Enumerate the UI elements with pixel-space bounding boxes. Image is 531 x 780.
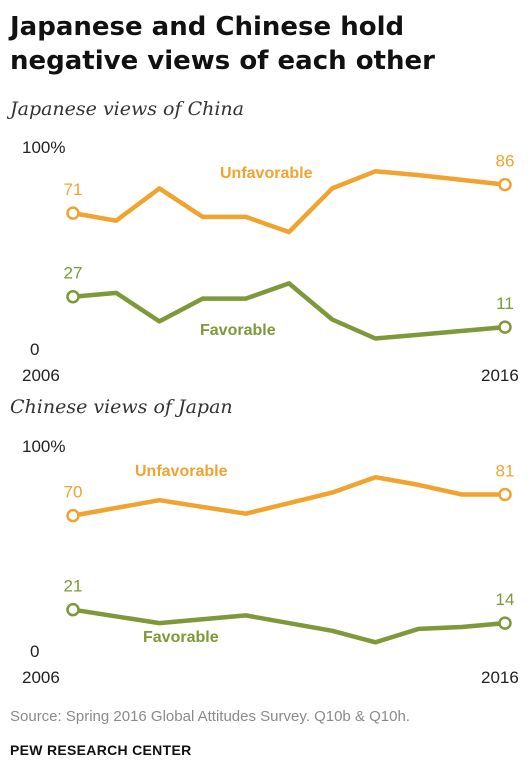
data-label-first-favorable: 27	[64, 264, 83, 283]
data-point-favorable-2016	[498, 320, 512, 334]
series-line-favorable	[70, 607, 508, 645]
data-point-favorable-2016	[498, 616, 512, 630]
chart-japanese-views-of-china: 100% 0 2006 2016 71 86 Unfavorable 27 11 Favorabl…	[22, 138, 519, 385]
series-label-favorable: Favorable	[200, 322, 276, 339]
series-label-unfavorable: Unfavorable	[220, 165, 313, 182]
y-tick-label-100: 100%	[22, 437, 65, 456]
data-label-first-unfavorable: 71	[64, 180, 83, 199]
data-label-last-favorable: 11	[496, 294, 514, 313]
data-label-last-unfavorable: 86	[496, 152, 515, 171]
x-tick-label-start: 2006	[22, 668, 60, 687]
data-point-unfavorable-2006	[66, 206, 80, 220]
data-point-favorable-2006	[66, 602, 80, 617]
data-label-last-unfavorable: 81	[496, 461, 515, 480]
x-tick-label-end: 2016	[481, 366, 519, 385]
series-line-unfavorable	[70, 474, 508, 518]
chart-1-subtitle: Japanese views of China	[10, 98, 244, 120]
data-label-last-favorable: 14	[496, 590, 515, 609]
chart-2-subtitle: Chinese views of Japan	[10, 396, 233, 418]
data-label-first-favorable: 21	[64, 577, 83, 596]
data-label-first-unfavorable: 70	[64, 483, 83, 502]
x-tick-label-end: 2016	[481, 668, 519, 687]
x-tick-label-start: 2006	[22, 366, 60, 385]
source-note: Source: Spring 2016 Global Attitudes Sur…	[10, 708, 410, 725]
data-point-unfavorable-2006	[66, 508, 80, 523]
y-tick-label-100: 100%	[22, 138, 65, 157]
y-tick-label-0: 0	[30, 642, 39, 661]
series-label-unfavorable: Unfavorable	[135, 463, 228, 480]
data-point-unfavorable-2016	[498, 177, 512, 192]
y-tick-label-0: 0	[30, 340, 39, 359]
footer-credit: PEW RESEARCH CENTER	[10, 742, 192, 758]
series-label-favorable: Favorable	[143, 629, 219, 646]
chart-chinese-views-of-japan: 100% 0 2006 2016 70 81 Unfavorable 21 14 Favorabl…	[22, 437, 519, 687]
data-point-unfavorable-2016	[498, 487, 512, 502]
series-line-unfavorable	[70, 169, 508, 235]
chart-title: Japanese and Chinese hold negative views…	[10, 12, 435, 76]
data-point-favorable-2006	[66, 289, 80, 304]
series-line-favorable	[70, 281, 508, 341]
